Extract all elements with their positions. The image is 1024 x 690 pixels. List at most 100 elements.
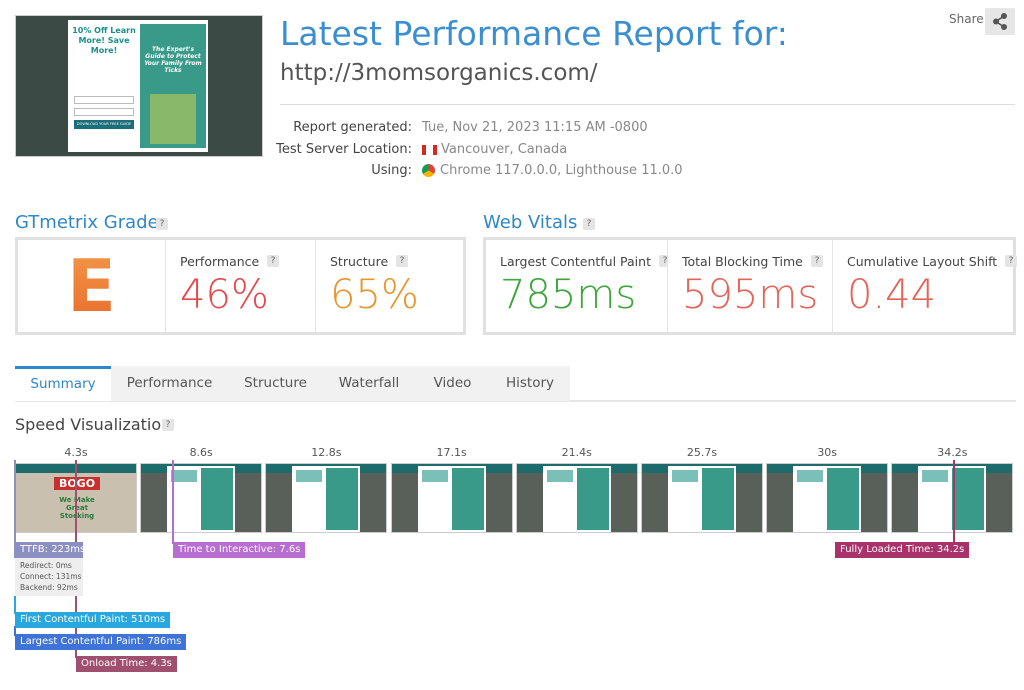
frame-popup xyxy=(417,466,486,532)
frame-popup-text xyxy=(171,470,198,482)
thumb-guide: The Expert's Guide to Protect Your Famil… xyxy=(140,24,206,148)
ttfb-details: Redirect: 0ms Connect: 131ms Backend: 92ms xyxy=(15,558,83,596)
filmstrip-frame xyxy=(641,463,763,533)
lcp-marker: Largest Contentful Paint: 786ms xyxy=(15,634,187,650)
thumb-guide-image xyxy=(150,94,196,144)
frame-popup-text xyxy=(296,470,323,482)
frame-popup-image xyxy=(702,468,734,530)
share-label[interactable]: Share xyxy=(949,12,984,26)
onload-marker: Onload Time: 4.3s xyxy=(76,656,177,672)
tab[interactable]: History xyxy=(490,366,570,401)
help-icon[interactable]: ? xyxy=(1005,255,1017,267)
frame-popup xyxy=(292,466,361,532)
ttfb-detail: Redirect: 0ms xyxy=(20,561,72,570)
frame-popup-image xyxy=(576,468,609,530)
metric-cell: Cumulative Layout Shift? 0.44 xyxy=(833,240,1017,332)
filmstrip-frame xyxy=(390,463,513,533)
detail-label: Test Server Location: xyxy=(276,141,412,157)
lcp-line xyxy=(14,626,16,636)
frame-time: 8.6s xyxy=(189,446,213,459)
filmstrip-frame xyxy=(766,463,889,533)
thumb-button: DOWNLOAD YOUR FREE GUIDE xyxy=(74,120,134,129)
help-icon[interactable]: ? xyxy=(267,255,279,267)
tab[interactable]: Performance xyxy=(111,366,228,401)
flag-icon xyxy=(422,144,437,155)
report-url: http://3momsorganics.com/ xyxy=(280,60,598,86)
frame-popup xyxy=(542,466,611,532)
filmstrip-frame xyxy=(891,463,1014,533)
frame-popup-text xyxy=(421,470,448,482)
fcp-marker: First Contentful Paint: 510ms xyxy=(15,612,171,628)
grade-cell: E xyxy=(18,240,166,332)
ttfb-line xyxy=(14,460,16,558)
filmstrip-frame xyxy=(515,463,638,533)
tab[interactable]: Structure xyxy=(228,366,323,401)
frame-popup-image xyxy=(827,468,860,530)
section-heading: Speed Visualization xyxy=(15,415,172,434)
filmstrip-frame xyxy=(265,463,388,533)
detail-value: Tue, Nov 21, 2023 11:15 AM -0800 xyxy=(422,120,648,135)
help-icon[interactable]: ? xyxy=(162,419,174,431)
metric-label: Total Blocking Time xyxy=(682,254,803,269)
section-heading: Web Vitals xyxy=(483,212,578,233)
share-icon xyxy=(993,13,1007,30)
filmstrip-frame xyxy=(140,463,263,533)
fully-loaded-marker: Fully Loaded Time: 34.2s xyxy=(835,542,970,558)
frame-popup xyxy=(918,466,987,532)
share-button[interactable] xyxy=(985,8,1015,35)
frame-popup-image xyxy=(952,468,985,530)
fully-loaded-line xyxy=(953,460,955,544)
frame-time: 4.3s xyxy=(64,446,88,459)
tab[interactable]: Summary xyxy=(15,366,111,401)
fcp-line xyxy=(14,596,16,614)
frame-time: 30s xyxy=(817,446,838,459)
tab[interactable]: Waterfall xyxy=(323,366,415,401)
help-icon[interactable]: ? xyxy=(811,255,823,267)
metric-cell: Performance? 46% xyxy=(166,240,316,332)
frame-time: 21.4s xyxy=(561,446,592,459)
tti-marker: Time to Interactive: 7.6s xyxy=(173,542,306,558)
frame-time: 12.8s xyxy=(311,446,342,459)
divider xyxy=(280,104,1015,105)
help-icon[interactable]: ? xyxy=(156,218,168,230)
frame-time: 25.7s xyxy=(686,446,718,459)
frame-popup-text xyxy=(546,470,573,482)
thumb-popup: 10% Off Learn More! Save More! DOWNLOAD … xyxy=(68,20,208,152)
tab-baseline xyxy=(15,400,1016,402)
frame-popup xyxy=(793,466,862,532)
metric-value: 785ms xyxy=(500,272,637,318)
metric-value: 46% xyxy=(180,272,269,318)
thumb-guide-text: The Expert's Guide to Protect Your Famil… xyxy=(144,46,202,74)
frame-subtext: We Make Great Stocking xyxy=(59,496,95,520)
frame-time: 34.2s xyxy=(937,446,968,459)
frame-popup xyxy=(167,466,236,532)
frame-popup-text xyxy=(797,470,824,482)
frame-popup-text xyxy=(922,470,949,482)
help-icon[interactable]: ? xyxy=(583,218,595,230)
ttfb-detail: Connect: 131ms xyxy=(20,572,82,581)
grade-panel: E Performance? 46% Structure? 65% xyxy=(15,237,466,335)
detail-value: Vancouver, Canada xyxy=(441,141,568,157)
grade-metrics: Performance? 46% Structure? 65% xyxy=(166,240,463,332)
frame-popup xyxy=(668,466,736,532)
tti-line xyxy=(172,460,174,544)
frame-popup-text xyxy=(672,470,698,482)
frame-popup-image xyxy=(326,468,359,530)
metric-label: Largest Contentful Paint xyxy=(500,254,651,269)
chrome-icon xyxy=(422,164,435,177)
frame-time: 17.1s xyxy=(436,446,467,459)
metric-cell: Largest Contentful Paint? 785ms xyxy=(486,240,671,332)
site-thumbnail: 10% Off Learn More! Save More! DOWNLOAD … xyxy=(15,15,263,157)
detail-value: Chrome 117.0.0.0, Lighthouse 11.0.0 xyxy=(440,163,683,178)
vitals-panel: Largest Contentful Paint? 785ms Total Bloc… xyxy=(483,237,1017,335)
tab[interactable]: Video xyxy=(415,366,490,401)
section-heading: GTmetrix Grade xyxy=(15,212,159,233)
metric-value: 65% xyxy=(330,272,419,318)
metric-label: Cumulative Layout Shift xyxy=(847,254,998,269)
frame-popup-image xyxy=(201,468,234,530)
help-icon[interactable]: ? xyxy=(396,255,408,267)
grade-letter: E xyxy=(18,244,165,328)
